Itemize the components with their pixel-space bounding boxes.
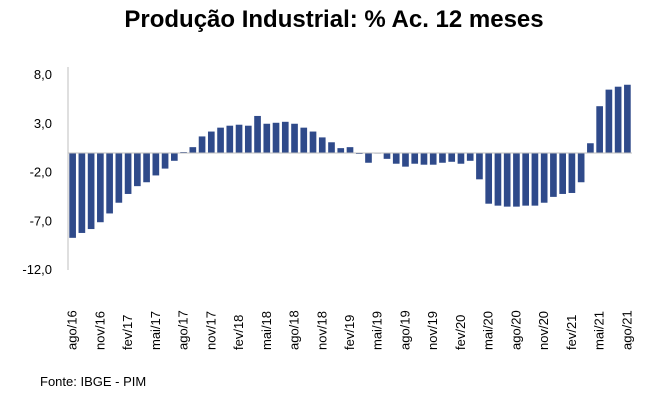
bar-nov/17 [207,131,215,153]
bar-nov/16 [97,153,104,223]
bar-set/16 [78,153,86,233]
bar-mai/17 [152,153,160,176]
x-tick-label: mai/17 [148,311,163,350]
bar-fev/18 [235,124,243,153]
bar-abr/19 [365,153,372,163]
bar-mar/20 [466,153,474,161]
bar-out/19 [420,153,428,165]
bar-set/20 [522,153,529,206]
bar-nov/18 [318,137,326,153]
bar-dez/19 [439,153,446,163]
bar-jun/21 [605,89,613,154]
bar-mai/20 [485,153,493,204]
bar-jul/19 [392,153,400,164]
x-tick-label: nov/17 [203,311,218,350]
bar-nov/20 [540,153,548,203]
bar-abr/17 [143,153,150,183]
y-tick-label: -7,0 [30,213,52,228]
bar-dez/17 [217,127,224,153]
bar-out/18 [309,131,317,153]
bar-jul/18 [281,121,289,153]
bar-jan/21 [559,153,566,194]
bar-fev/20 [457,153,465,164]
bar-jul/20 [503,153,511,207]
bar-dez/18 [328,142,335,153]
x-tick-label: ago/20 [508,310,523,350]
bar-jan/18 [226,125,234,153]
bar-mai/18 [263,123,271,153]
x-tick-label: nov/18 [314,311,329,350]
bar-abr/20 [476,153,483,180]
bar-out/17 [198,136,206,153]
bar-set/18 [300,127,308,153]
x-tick-label: ago/19 [397,310,412,350]
x-tick-label: fev/18 [231,315,246,350]
source-note: Fonte: IBGE - PIM [40,374,147,389]
bars-group [69,84,631,238]
bar-dez/16 [106,153,113,214]
chart-title: Produção Industrial: % Ac. 12 meses [124,6,544,33]
x-tick-label: fev/19 [342,315,357,350]
y-tick-label: -12,0 [22,262,52,277]
bar-jun/18 [272,122,280,153]
bar-abr/21 [587,143,594,153]
bar-dez/20 [550,153,557,197]
bar-out/20 [531,153,539,206]
bar-fev/21 [568,153,576,193]
x-tick-label: mai/20 [481,311,496,350]
bar-jun/20 [494,153,502,206]
y-tick-label: 3,0 [34,116,52,131]
bar-ago/19 [402,153,409,167]
x-tick-label: mai/18 [259,311,274,350]
bar-ago/21 [624,84,631,153]
bar-jul/17 [171,153,178,161]
bar-set/19 [411,153,419,164]
bar-nov/19 [429,153,437,165]
bar-mai/21 [596,106,603,153]
bar-ago/18 [291,123,298,153]
bar-abr/18 [254,115,261,153]
x-tick-label: mai/19 [370,311,385,350]
bar-fev/19 [346,147,354,153]
y-tick-label: -2,0 [30,165,52,180]
bar-out/16 [87,153,95,230]
bar-jan/17 [115,153,123,203]
bar-mar/21 [577,153,585,183]
x-tick-label: ago/16 [65,310,80,350]
bar-set/17 [189,147,197,153]
bar-jan/19 [337,148,345,154]
bar-mar/17 [134,153,141,187]
x-tick-label: mai/21 [592,311,607,350]
bar-mar/18 [244,125,252,153]
x-tick-label: nov/19 [425,311,440,350]
x-tick-label: fev/17 [120,315,135,350]
y-axis-ticks: 8,0 3,0 -2,0 -7,0 -12,0 [22,67,52,277]
bar-ago/16 [69,153,76,238]
x-axis-ticks: ago/16 nov/16 fev/17 mai/17 ago/17 nov/17 fev/… [65,310,635,350]
bar-jul/21 [614,86,622,153]
bar-jun/17 [161,153,169,169]
x-tick-label: ago/17 [176,310,191,350]
x-tick-label: ago/21 [619,310,634,350]
x-tick-label: fev/20 [453,315,468,350]
x-tick-label: fev/21 [564,315,579,350]
x-tick-label: nov/16 [92,311,107,350]
bar-ago/20 [513,153,520,207]
x-tick-label: nov/20 [536,311,551,350]
y-tick-label: 8,0 [34,67,52,82]
bar-jan/20 [448,153,456,162]
bar-jun/19 [383,153,391,159]
x-tick-label: ago/18 [287,310,302,350]
bar-fev/17 [124,153,132,194]
